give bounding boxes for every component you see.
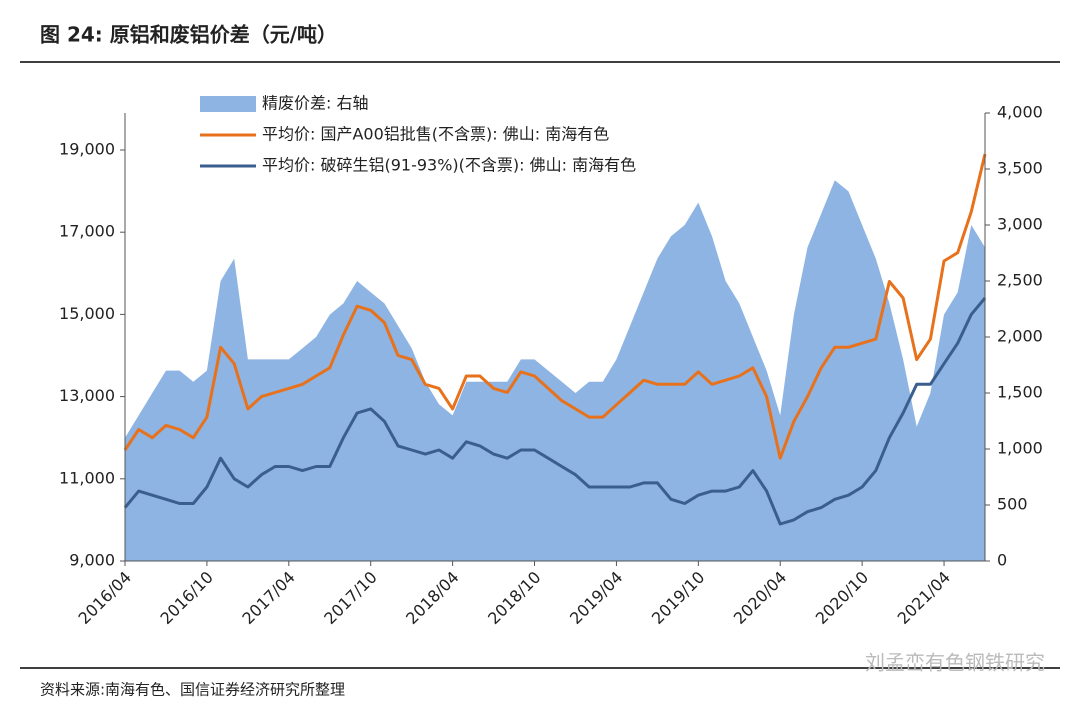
y-tick-label: 15,000 [59, 304, 115, 323]
x-tick-label: 2021/04 [894, 568, 954, 628]
price-line [123, 153, 987, 460]
y2-tick-label: 1,000 [997, 439, 1043, 458]
y2-tick-label: 0 [997, 551, 1007, 570]
y2-tick-label: 1,500 [997, 383, 1043, 402]
x-tick-label: 2020/10 [812, 568, 872, 628]
y-tick-label: 19,000 [59, 139, 115, 158]
y-tick-label: 13,000 [59, 386, 115, 405]
legend-label: 平均价: 破碎生铝(91-93%)(不含票): 佛山: 南海有色 [262, 156, 636, 175]
price-line [123, 297, 987, 526]
chart-title: 图 24: 原铝和废铝价差（元/吨） [40, 23, 337, 47]
y2-tick-label: 500 [997, 495, 1028, 514]
spread-area [125, 180, 985, 561]
y2-tick-label: 2,000 [997, 327, 1043, 346]
x-tick-label: 2016/10 [156, 568, 216, 628]
y2-tick-label: 3,000 [997, 215, 1043, 234]
legend-label: 精废价差: 右轴 [262, 94, 368, 113]
y-tick-label: 11,000 [59, 468, 115, 487]
watermark: 刘孟峦有色钢铁研究 [865, 651, 1045, 675]
y2-tick-label: 2,500 [997, 271, 1043, 290]
legend-swatch [200, 96, 256, 112]
x-tick-label: 2018/04 [402, 568, 462, 628]
x-tick-label: 2020/04 [730, 568, 790, 628]
y2-tick-label: 3,500 [997, 159, 1043, 178]
x-tick-label: 2017/04 [238, 568, 298, 628]
x-tick-label: 2018/10 [484, 568, 544, 628]
y2-tick-label: 4,000 [997, 103, 1043, 122]
x-tick-label: 2019/10 [648, 568, 708, 628]
x-tick-label: 2019/04 [566, 568, 626, 628]
x-tick-label: 2017/10 [320, 568, 380, 628]
legend-label: 平均价: 国产A00铝批售(不含票): 佛山: 南海有色 [262, 125, 609, 144]
y-tick-label: 9,000 [69, 551, 115, 570]
source: 资料来源:南海有色、国信证券经济研究所整理 [40, 681, 345, 699]
x-tick-label: 2016/04 [75, 568, 135, 628]
y-tick-label: 17,000 [59, 222, 115, 241]
